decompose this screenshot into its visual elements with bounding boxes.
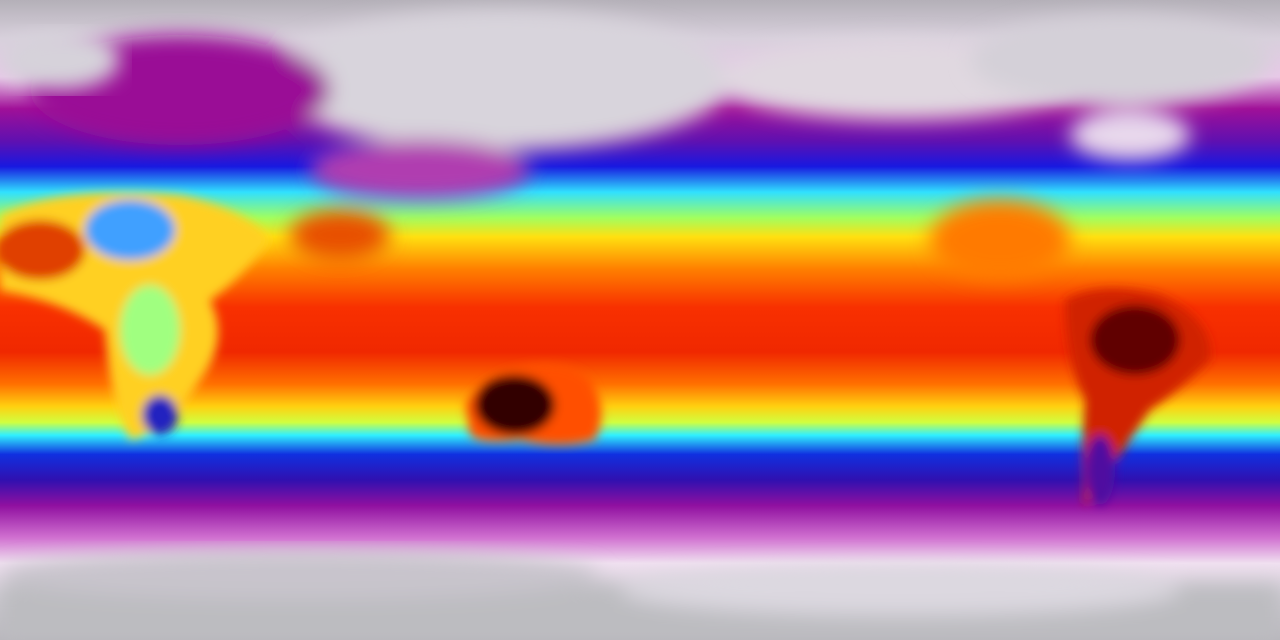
africa xyxy=(0,192,270,440)
greenland xyxy=(0,30,120,90)
north-america xyxy=(930,15,1270,280)
australia xyxy=(465,364,602,445)
antarctica xyxy=(0,550,1280,640)
south-america xyxy=(1065,288,1211,505)
